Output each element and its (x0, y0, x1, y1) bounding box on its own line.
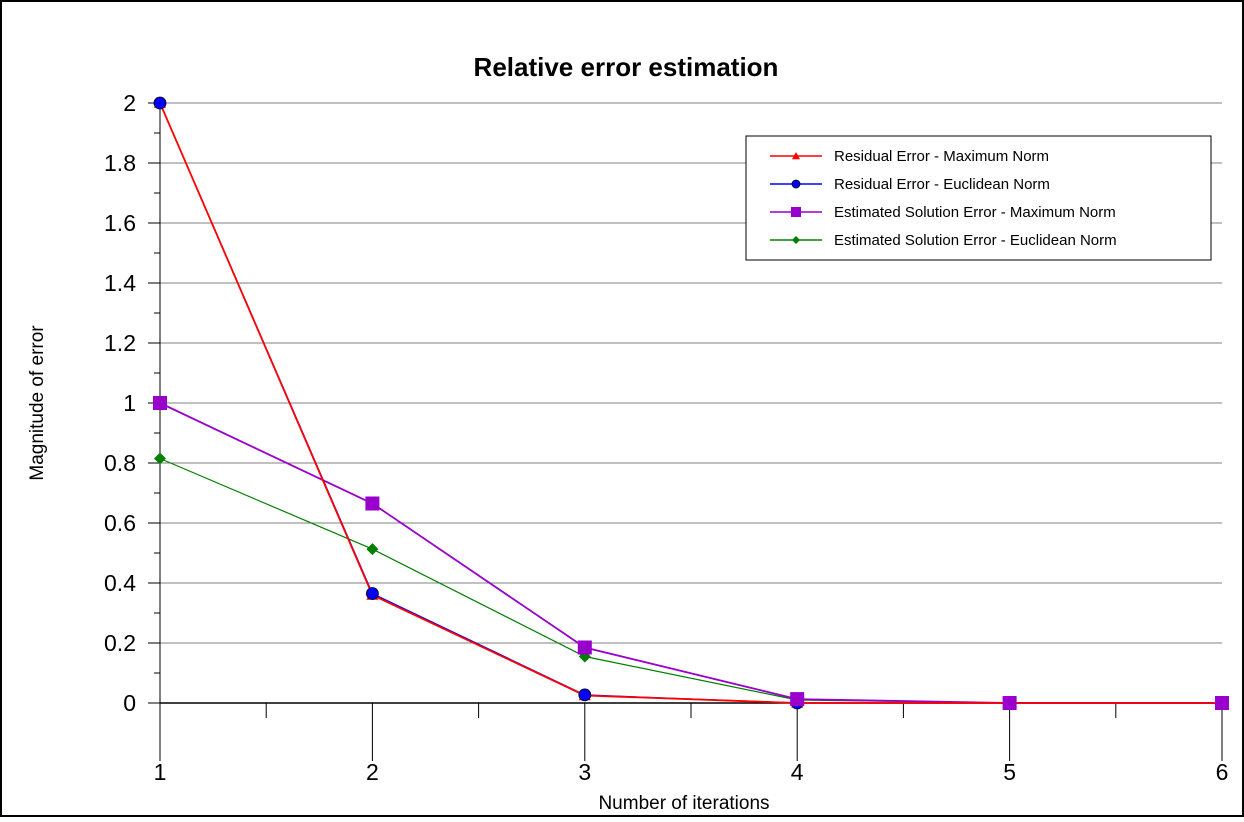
x-tick-label: 6 (1216, 759, 1229, 785)
y-tick-label: 1.8 (104, 150, 136, 176)
legend-label: Residual Error - Maximum Norm (834, 148, 1049, 165)
series-point (366, 543, 379, 556)
series-point (577, 640, 592, 655)
legend-label: Residual Error - Euclidean Norm (834, 176, 1050, 193)
x-tick-label: 4 (791, 759, 804, 785)
legend: Residual Error - Maximum Norm Residual Er… (745, 135, 1212, 261)
legend-marker (792, 236, 800, 244)
series-lines (159, 102, 1222, 704)
y-tick-label: 0 (123, 690, 136, 716)
chart-title: Relative error estimation (474, 52, 779, 82)
gridlines (160, 102, 1222, 644)
x-tick-label: 1 (154, 759, 167, 785)
y-tick-label: 0.6 (104, 510, 136, 536)
series-point (1002, 696, 1017, 710)
series-point (154, 452, 166, 465)
series-point (790, 692, 805, 707)
legend-label: Estimated Solution Error - Euclidean Nor… (834, 232, 1117, 249)
y-tick-label: 0.2 (104, 630, 136, 656)
x-tick-label: 5 (1003, 759, 1016, 785)
x-axis-label: Number of iterations (598, 793, 769, 814)
series-point (365, 587, 379, 600)
x-tick-label: 2 (366, 759, 379, 785)
y-tick-label: 1.6 (104, 210, 136, 236)
legend-marker (791, 179, 801, 189)
series-point (365, 496, 380, 511)
tick-labels: 0 0.2 0.4 0.6 0.8 1 1.2 1.4 1.6 1.8 2 1 2 3 4 5 6 (104, 90, 1228, 785)
y-tick-label: 2 (123, 90, 136, 116)
y-tick-label: 1 (123, 390, 136, 416)
y-tick-label: 1.4 (104, 270, 136, 296)
y-tick-label: 1.2 (104, 330, 136, 356)
y-axis-label: Magnitude of error (27, 325, 48, 481)
series-point (578, 688, 592, 702)
legend-label: Estimated Solution Error - Maximum Norm (834, 204, 1116, 221)
series-line (159, 102, 1222, 704)
series-point (153, 96, 167, 110)
legend-marker (791, 207, 801, 217)
series-markers (153, 96, 1229, 710)
legend-marker (792, 152, 800, 160)
series-point (153, 396, 167, 410)
y-tick-label: 0.8 (104, 450, 136, 476)
series-point (1215, 696, 1229, 710)
x-tick-label: 3 (578, 759, 591, 785)
y-tick-label: 0.4 (104, 570, 136, 596)
legend-box (745, 135, 1212, 261)
